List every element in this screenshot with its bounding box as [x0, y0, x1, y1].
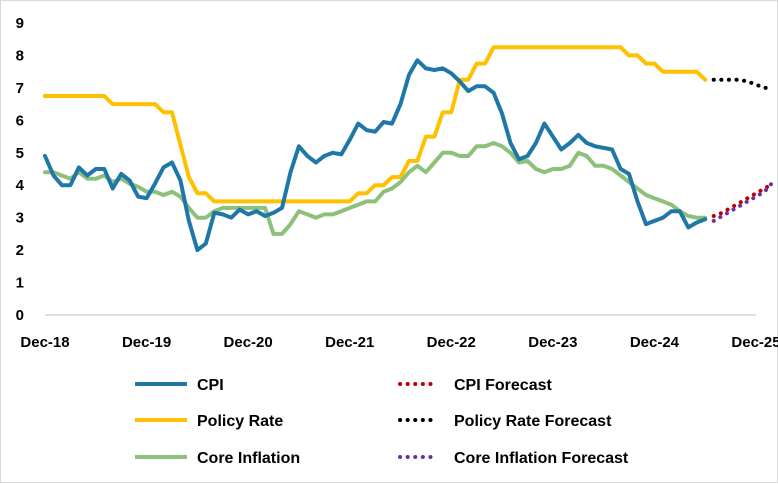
series-line-cpi	[43, 58, 708, 253]
legend-label: Policy Rate	[197, 413, 283, 430]
x-tick-label: Dec-23	[528, 334, 577, 351]
x-tick-label: Dec-21	[325, 334, 374, 351]
legend-item-policy-rate: Policy Rate	[135, 413, 283, 430]
y-tick-label: 7	[16, 80, 24, 97]
y-tick-label: 0	[16, 307, 24, 324]
legend-item-core-inflation: Core Inflation	[135, 450, 300, 467]
series-line-policy-rate	[43, 45, 708, 204]
y-tick-label: 8	[16, 47, 24, 64]
series-line-policy-rate-forecast	[711, 77, 775, 90]
legend: CPI CPI Forecast Policy Rate Policy Rate Fo…	[135, 377, 629, 467]
y-tick-label: 5	[16, 145, 24, 162]
y-tick-label: 3	[16, 210, 24, 227]
y-tick-label: 9	[16, 15, 24, 32]
legend-item-cpi-forecast: CPI Forecast	[398, 377, 552, 394]
legend-label: CPI Forecast	[454, 377, 552, 394]
legend-label: Core Inflation	[197, 450, 300, 467]
y-tick-label: 2	[16, 242, 24, 259]
x-tick-label: Dec-24	[630, 334, 680, 351]
x-axis-tick-labels: Dec-18 Dec-19 Dec-20 Dec-21 Dec-22 Dec-23 Dec-…	[20, 334, 778, 351]
series-lines	[43, 45, 775, 253]
x-tick-label: Dec-22	[427, 334, 476, 351]
legend-label: Policy Rate Forecast	[454, 413, 612, 430]
y-tick-label: 1	[16, 275, 24, 292]
x-tick-label: Dec-20	[224, 334, 273, 351]
y-tick-label: 6	[16, 112, 24, 129]
x-tick-label: Dec-18	[20, 334, 69, 351]
legend-item-core-inflation-forecast: Core Inflation Forecast	[398, 450, 629, 467]
legend-label: Core Inflation Forecast	[454, 450, 629, 467]
y-axis-tick-labels: 0 1 2 3 4 5 6 7 8 9	[16, 15, 25, 324]
x-tick-label: Dec-25	[731, 334, 778, 351]
y-tick-label: 4	[16, 177, 25, 194]
series-line-cpi-forecast	[711, 181, 775, 218]
legend-item-cpi: CPI	[135, 377, 224, 394]
x-tick-label: Dec-19	[122, 334, 171, 351]
series-line-core-inflation	[43, 141, 708, 236]
legend-item-policy-rate-forecast: Policy Rate Forecast	[398, 413, 612, 430]
legend-label: CPI	[197, 377, 224, 394]
series-line-core-inflation-forecast	[711, 180, 775, 223]
